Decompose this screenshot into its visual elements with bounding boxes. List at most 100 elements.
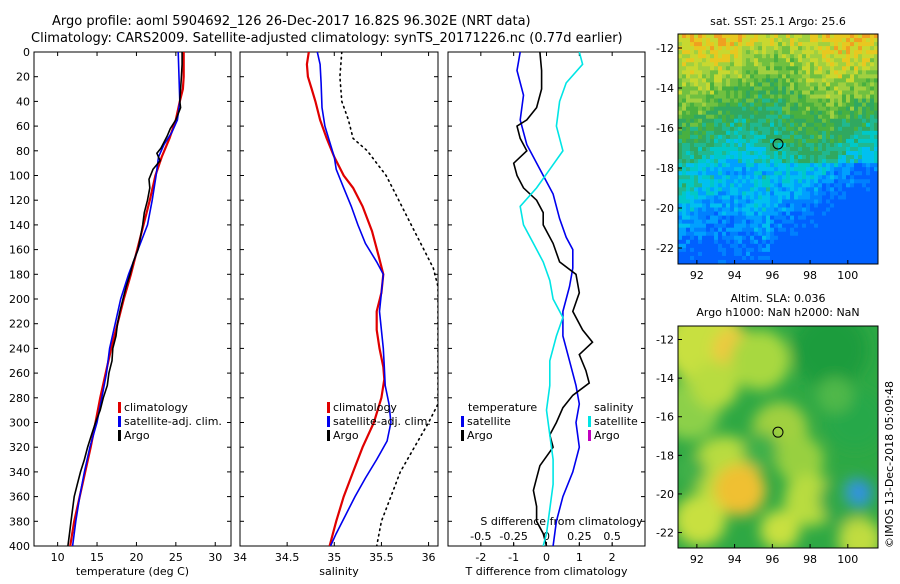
sst-pixel [782,82,787,87]
sst-pixel [838,90,843,95]
sst-pixel [718,74,723,79]
sst-pixel [850,110,855,116]
sst-pixel [826,42,831,47]
sst-pixel [734,219,739,225]
sst-pixel [838,138,843,144]
sst-pixel [714,62,719,67]
sst-pixel [862,219,867,225]
sst-pixel [722,151,727,156]
sst-pixel [778,251,783,257]
sst-pixel [858,54,863,59]
sst-pixel [738,167,743,172]
sst-pixel [742,134,747,140]
sla-ytick-label: -20 [656,488,674,501]
sst-pixel [774,54,779,59]
sst-pixel [746,138,751,144]
sst-pixel [806,175,811,180]
sst-pixel [858,163,863,168]
sst-pixel [730,179,735,184]
sst-pixel [790,54,795,59]
sst-pixel [746,187,751,192]
sst-pixel [822,191,827,196]
salinity-xtick-label: 36 [422,551,436,564]
sst-pixel [774,247,779,253]
sst-pixel [678,191,683,196]
sst-pixel [862,191,867,196]
sst-pixel [682,211,687,216]
sst-pixel [786,42,791,47]
sst-pixel [698,231,703,237]
sst-pixel [826,207,831,212]
sst-pixel [730,215,735,221]
sst-pixel [854,179,859,184]
sst-pixel [874,255,879,261]
sst-pixel [818,167,823,172]
sst-pixel [726,203,731,208]
sst-pixel [734,215,739,221]
legend-salinity-swatch [588,416,591,427]
sst-pixel [810,183,815,188]
sst-pixel [782,110,787,116]
sst-pixel [678,187,683,192]
sst-pixel [762,46,767,51]
sst-pixel [810,255,815,261]
sst-pixel [702,199,707,204]
sst-pixel [746,134,751,140]
sst-xtick-label: 98 [803,269,817,282]
sst-pixel [778,175,783,180]
sst-pixel [694,114,699,120]
sst-pixel [746,243,751,249]
sst-pixel [854,195,859,200]
sst-pixel [782,34,787,39]
sst-pixel [822,163,827,168]
sst-pixel [762,187,767,192]
sst-pixel [758,151,763,156]
sst-pixel [794,155,799,160]
sst-pixel [870,235,875,241]
sst-pixel [822,82,827,87]
sla-blob [817,377,853,413]
sst-pixel [714,138,719,144]
sst-pixel [810,70,815,75]
sst-pixel [834,82,839,87]
sst-pixel [818,159,823,164]
sst-pixel [758,54,763,59]
sst-pixel [830,66,835,71]
sst-pixel [766,207,771,212]
sst-pixel [870,199,875,204]
sst-pixel [834,203,839,208]
sst-pixel [726,114,731,120]
sst-pixel [682,46,687,51]
sst-pixel [870,38,875,43]
sst-pixel [826,259,831,265]
sst-pixel [686,187,691,192]
sst-pixel [854,86,859,91]
sst-pixel [766,259,771,265]
sst-pixel [850,50,855,55]
sst-pixel [714,247,719,253]
sst-pixel [762,106,767,112]
sst-pixel [750,243,755,249]
sst-pixel [782,70,787,75]
depth-tick-label: 100 [9,170,30,183]
sst-pixel [830,90,835,95]
sst-pixel [718,211,723,216]
sst-pixel [846,42,851,47]
sst-pixel [714,187,719,192]
sst-pixel [818,42,823,47]
sst-pixel [862,239,867,245]
sst-pixel [826,179,831,184]
depth-tick-label: 280 [9,392,30,405]
sst-pixel [686,175,691,180]
sst-pixel [770,138,775,144]
sst-pixel [842,130,847,136]
sst-pixel [838,66,843,71]
sst-pixel [814,191,819,196]
sst-pixel [770,251,775,257]
sst-pixel [730,130,735,136]
sst-pixel [790,98,795,103]
sst-pixel [838,110,843,116]
sst-pixel [754,223,759,229]
sst-pixel [678,74,683,79]
sst-pixel [870,90,875,95]
